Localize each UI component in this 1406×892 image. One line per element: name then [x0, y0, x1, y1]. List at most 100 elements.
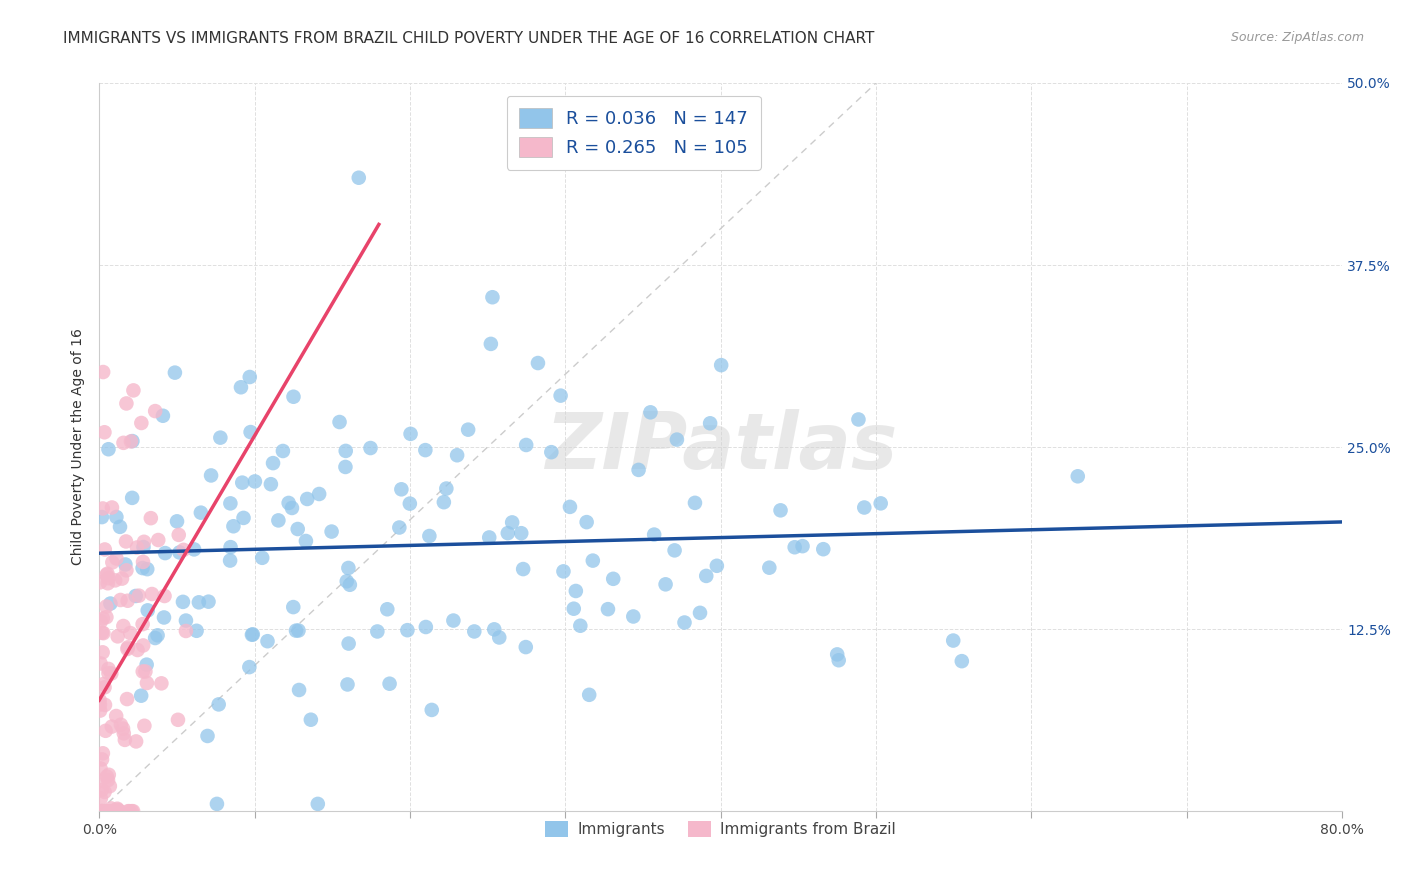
- Point: [869, 496, 891, 510]
- Point: [98, 779, 121, 793]
- Point: [101, 804, 124, 818]
- Point: [91, 746, 114, 760]
- Point: [710, 358, 733, 372]
- Point: [136, 676, 159, 690]
- Point: [90, 510, 112, 524]
- Point: [97, 571, 120, 585]
- Point: [389, 483, 412, 497]
- Point: [335, 443, 357, 458]
- Point: [97, 773, 120, 788]
- Point: [125, 541, 148, 555]
- Point: [136, 603, 159, 617]
- Point: [90, 804, 112, 818]
- Point: [287, 522, 309, 536]
- Point: [91, 501, 114, 516]
- Point: [825, 648, 848, 662]
- Point: [271, 444, 294, 458]
- Point: [339, 578, 361, 592]
- Point: [115, 396, 138, 410]
- Point: [132, 639, 155, 653]
- Point: [769, 503, 792, 517]
- Point: [243, 475, 266, 489]
- Point: [242, 627, 264, 641]
- Point: [232, 511, 254, 525]
- Point: [166, 514, 188, 528]
- Point: [496, 526, 519, 541]
- Point: [93, 626, 115, 640]
- Point: [90, 783, 112, 797]
- Point: [434, 482, 457, 496]
- Point: [558, 500, 581, 514]
- Point: [360, 441, 382, 455]
- Point: [366, 624, 388, 639]
- Point: [515, 438, 537, 452]
- Point: [127, 643, 149, 657]
- Point: [478, 531, 501, 545]
- Point: [664, 543, 686, 558]
- Point: [105, 709, 128, 723]
- Point: [299, 713, 322, 727]
- Point: [602, 572, 624, 586]
- Point: [457, 423, 479, 437]
- Point: [388, 520, 411, 534]
- Point: [132, 540, 155, 554]
- Point: [553, 565, 575, 579]
- Point: [97, 768, 120, 782]
- Point: [260, 477, 283, 491]
- Point: [337, 561, 360, 575]
- Point: [101, 555, 124, 569]
- Point: [172, 595, 194, 609]
- Point: [582, 553, 605, 567]
- Point: [96, 770, 118, 784]
- Point: [335, 459, 357, 474]
- Point: [143, 404, 166, 418]
- Point: [114, 732, 136, 747]
- Point: [100, 801, 122, 815]
- Point: [665, 433, 688, 447]
- Point: [488, 631, 510, 645]
- Point: [90, 657, 112, 671]
- Point: [337, 636, 360, 650]
- Point: [239, 370, 262, 384]
- Point: [91, 611, 114, 625]
- Point: [238, 660, 260, 674]
- Point: [695, 569, 717, 583]
- Point: [307, 797, 329, 811]
- Point: [115, 563, 138, 577]
- Point: [89, 704, 111, 718]
- Point: [97, 666, 120, 681]
- Point: [699, 417, 721, 431]
- Point: [336, 677, 359, 691]
- Point: [321, 524, 343, 539]
- Point: [283, 600, 305, 615]
- Point: [783, 540, 806, 554]
- Point: [91, 677, 114, 691]
- Point: [174, 624, 197, 638]
- Point: [105, 802, 128, 816]
- Point: [200, 468, 222, 483]
- Point: [148, 533, 170, 547]
- Point: [578, 688, 600, 702]
- Point: [565, 584, 588, 599]
- Point: [91, 625, 114, 640]
- Text: IMMIGRANTS VS IMMIGRANTS FROM BRAZIL CHILD POVERTY UNDER THE AGE OF 16 CORRELATI: IMMIGRANTS VS IMMIGRANTS FROM BRAZIL CHI…: [63, 31, 875, 46]
- Point: [219, 553, 242, 567]
- Point: [94, 804, 117, 818]
- Point: [132, 534, 155, 549]
- Point: [93, 785, 115, 799]
- Point: [143, 631, 166, 645]
- Point: [418, 529, 440, 543]
- Point: [89, 698, 111, 712]
- Point: [122, 384, 145, 398]
- Point: [115, 692, 138, 706]
- Point: [110, 717, 132, 731]
- Point: [1067, 469, 1090, 483]
- Point: [197, 729, 219, 743]
- Point: [256, 634, 278, 648]
- Point: [132, 555, 155, 569]
- Point: [240, 628, 263, 642]
- Point: [100, 666, 122, 681]
- Point: [239, 425, 262, 439]
- Point: [146, 628, 169, 642]
- Point: [114, 558, 136, 572]
